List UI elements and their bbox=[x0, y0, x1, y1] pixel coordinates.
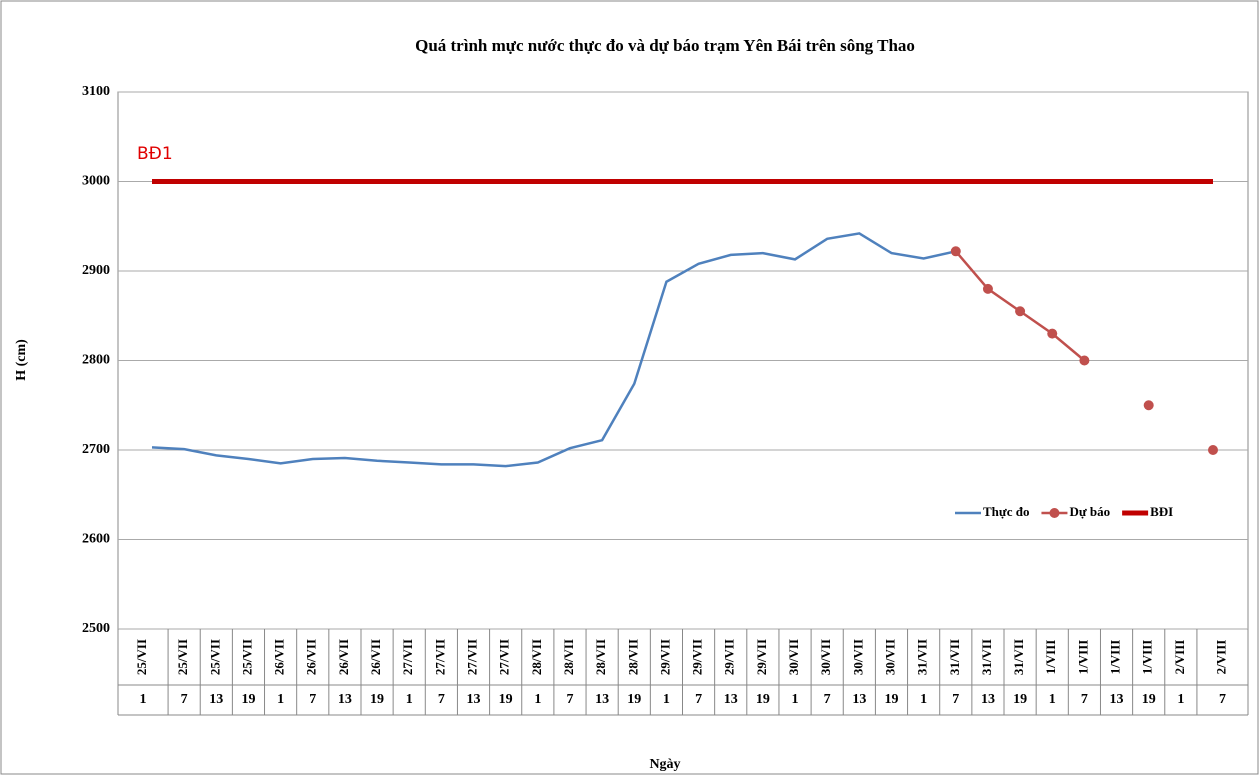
y-tick-label: 2500 bbox=[82, 621, 110, 636]
x-tick-hour: 13 bbox=[852, 692, 866, 707]
x-tick-label: 29/VII bbox=[722, 639, 737, 675]
annotation: BĐ1 bbox=[137, 144, 173, 164]
x-tick-label: 26/VII bbox=[272, 639, 287, 675]
x-tick-hour: 1 bbox=[792, 692, 799, 707]
series-marker bbox=[1143, 400, 1154, 411]
x-tick-label: 30/VII bbox=[882, 639, 897, 675]
series-marker bbox=[1047, 328, 1058, 339]
x-tick-hour: 1 bbox=[1177, 692, 1184, 707]
y-tick-label: 2800 bbox=[82, 353, 110, 368]
x-tick-hour: 1 bbox=[920, 692, 927, 707]
x-tick-hour: 7 bbox=[438, 692, 445, 707]
x-tick-hour: 13 bbox=[209, 692, 223, 707]
series-marker bbox=[982, 283, 993, 294]
x-tick-label: 25/VII bbox=[175, 639, 190, 675]
x-tick-label: 29/VII bbox=[690, 639, 705, 675]
x-tick-hour: 19 bbox=[499, 692, 513, 707]
y-tick-label: 2700 bbox=[82, 442, 110, 457]
x-tick-label: 1/VIII bbox=[1108, 640, 1123, 675]
x-tick-label: 27/VII bbox=[464, 639, 479, 675]
x-tick-hour: 7 bbox=[1219, 692, 1226, 707]
x-tick-label: 31/VII bbox=[1011, 639, 1026, 675]
x-tick-hour: 1 bbox=[406, 692, 413, 707]
x-tick-hour: 1 bbox=[140, 692, 147, 707]
x-tick-hour: 13 bbox=[724, 692, 738, 707]
x-tick-label: 30/VII bbox=[818, 639, 833, 675]
x-tick-label: 31/VII bbox=[947, 639, 962, 675]
x-tick-label: 28/VII bbox=[529, 639, 544, 675]
series-marker bbox=[1015, 306, 1026, 317]
x-tick-hour: 19 bbox=[627, 692, 641, 707]
y-tick-label: 3100 bbox=[82, 84, 110, 99]
x-tick-label: 25/VII bbox=[134, 639, 149, 675]
x-tick-hour: 7 bbox=[181, 692, 188, 707]
x-tick-label: 28/VII bbox=[625, 639, 640, 675]
x-tick-hour: 1 bbox=[534, 692, 541, 707]
x-tick-hour: 19 bbox=[1013, 692, 1027, 707]
x-tick-hour: 19 bbox=[241, 692, 255, 707]
x-tick-hour: 13 bbox=[595, 692, 609, 707]
x-tick-hour: 19 bbox=[1142, 692, 1156, 707]
x-tick-hour: 1 bbox=[277, 692, 284, 707]
x-tick-hour: 13 bbox=[467, 692, 481, 707]
x-tick-label: 27/VII bbox=[432, 639, 447, 675]
x-tick-hour: 19 bbox=[756, 692, 770, 707]
x-tick-hour: 1 bbox=[1049, 692, 1056, 707]
x-tick-hour: 7 bbox=[566, 692, 573, 707]
x-tick-label: 26/VII bbox=[368, 639, 383, 675]
x-tick-label: 29/VII bbox=[657, 639, 672, 675]
x-tick-label: 27/VII bbox=[497, 639, 512, 675]
x-tick-label: 28/VII bbox=[561, 639, 576, 675]
y-axis-label: H (cm) bbox=[14, 339, 29, 381]
series-marker bbox=[1208, 445, 1218, 455]
series-marker bbox=[1079, 355, 1090, 366]
x-tick-label: 2/VIII bbox=[1172, 640, 1187, 675]
x-tick-label: 25/VII bbox=[207, 639, 222, 675]
x-tick-hour: 13 bbox=[1110, 692, 1124, 707]
x-tick-hour: 13 bbox=[981, 692, 995, 707]
x-tick-hour: 7 bbox=[309, 692, 316, 707]
y-tick-label: 3000 bbox=[82, 174, 110, 189]
x-tick-label: 31/VII bbox=[979, 639, 994, 675]
chart-title: Quá trình mực nước thực đo và dự báo trạ… bbox=[415, 36, 915, 55]
x-tick-hour: 7 bbox=[952, 692, 959, 707]
x-tick-hour: 19 bbox=[884, 692, 898, 707]
y-tick-label: 2600 bbox=[82, 532, 110, 547]
x-tick-label: 26/VII bbox=[304, 639, 319, 675]
x-tick-hour: 7 bbox=[1081, 692, 1088, 707]
series-line bbox=[151, 232, 957, 468]
y-tick-label: 2900 bbox=[82, 263, 110, 278]
legend-label: BĐI bbox=[1150, 504, 1173, 519]
x-tick-label: 1/VIII bbox=[1140, 640, 1155, 675]
x-tick-label: 28/VII bbox=[593, 639, 608, 675]
x-tick-label: 26/VII bbox=[336, 639, 351, 675]
x-tick-label: 25/VII bbox=[239, 639, 254, 675]
x-tick-hour: 7 bbox=[824, 692, 831, 707]
x-tick-hour: 13 bbox=[338, 692, 352, 707]
legend-label: Thực đo bbox=[983, 504, 1029, 519]
x-axis-label: Ngày bbox=[649, 757, 680, 772]
legend-label: Dự báo bbox=[1069, 504, 1110, 519]
x-tick-label: 2/VIII bbox=[1213, 640, 1228, 675]
x-tick-label: 1/VIII bbox=[1043, 640, 1058, 675]
legend-marker bbox=[1049, 508, 1060, 518]
x-tick-label: 27/VII bbox=[400, 639, 415, 675]
x-tick-label: 1/VIII bbox=[1075, 640, 1090, 675]
x-tick-hour: 19 bbox=[370, 692, 384, 707]
x-tick-label: 30/VII bbox=[850, 639, 865, 675]
x-tick-hour: 1 bbox=[663, 692, 670, 707]
series-marker bbox=[950, 246, 961, 257]
x-tick-label: 30/VII bbox=[786, 639, 801, 675]
x-tick-label: 29/VII bbox=[754, 639, 769, 675]
x-tick-hour: 7 bbox=[695, 692, 702, 707]
x-tick-label: 31/VII bbox=[915, 639, 930, 675]
